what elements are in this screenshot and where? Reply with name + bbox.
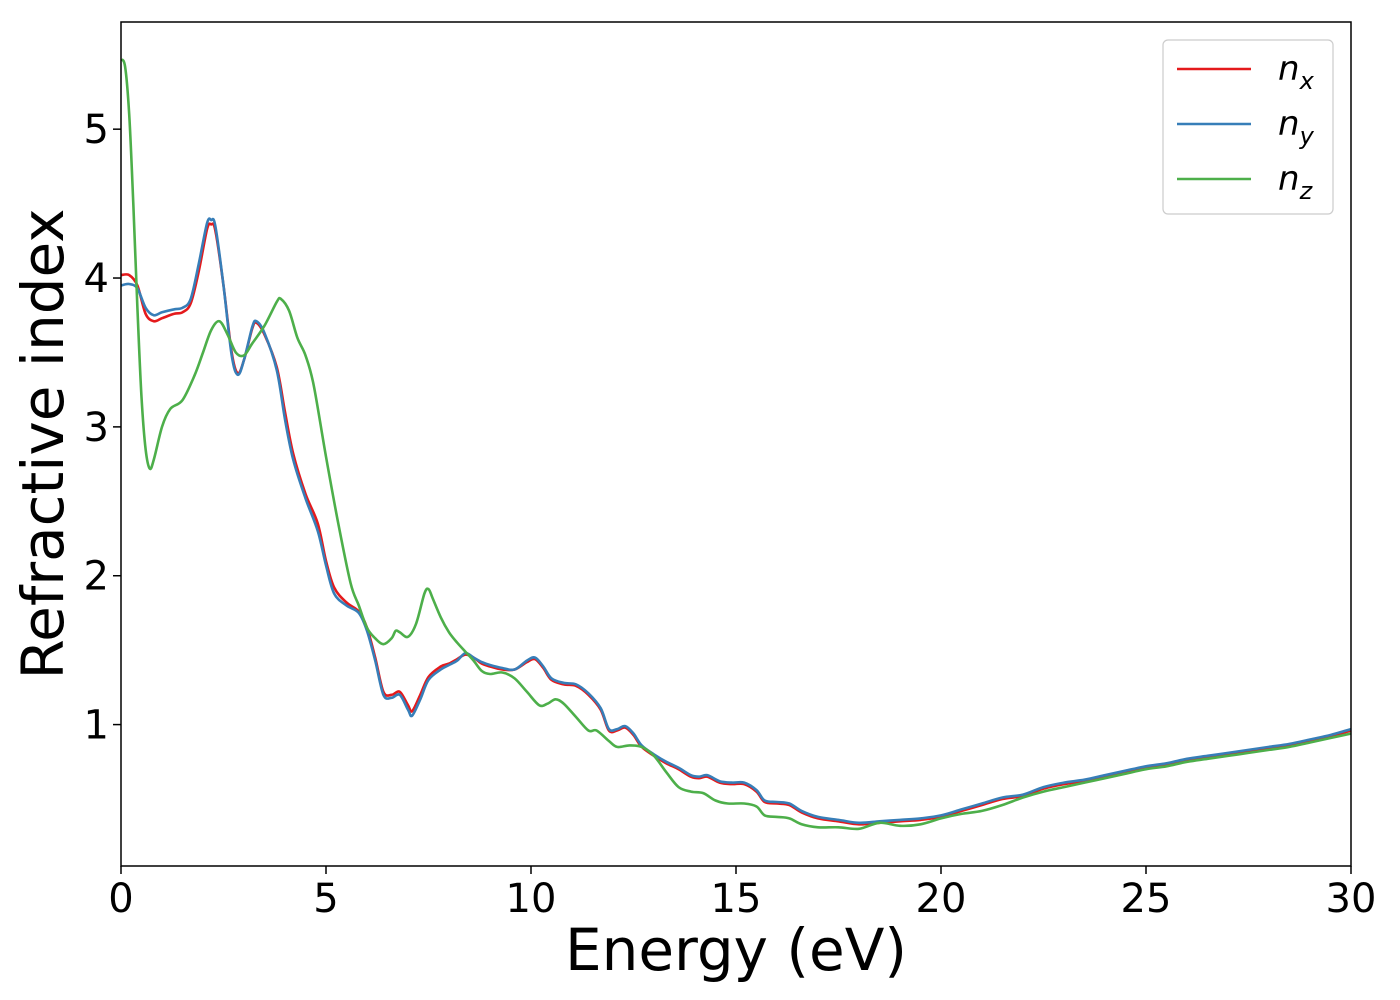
legend-label-subscript: x bbox=[1299, 67, 1315, 95]
y-tick-label: 2 bbox=[84, 554, 109, 600]
x-tick-label: 20 bbox=[916, 876, 967, 922]
legend-label-subscript: y bbox=[1299, 122, 1315, 150]
x-tick-label: 10 bbox=[506, 876, 557, 922]
series-line-z bbox=[121, 58, 1351, 831]
legend-label-base: n bbox=[1278, 49, 1300, 89]
x-axis-label: Energy (eV) bbox=[565, 916, 907, 984]
y-tick-label: 4 bbox=[84, 256, 109, 302]
y-tick-label: 1 bbox=[84, 703, 109, 749]
x-axis-ticks: 0 5 10 15 20 25 30 bbox=[108, 866, 1376, 922]
y-axis-label: Refractive index bbox=[9, 208, 77, 679]
legend-label-x: nx bbox=[1278, 49, 1315, 95]
x-tick-label: 0 bbox=[108, 876, 133, 922]
legend-label-z: nz bbox=[1278, 159, 1314, 205]
legend-box bbox=[1162, 39, 1334, 215]
legend-label-base: n bbox=[1278, 104, 1300, 144]
x-tick-label: 25 bbox=[1121, 876, 1172, 922]
x-tick-label: 5 bbox=[313, 876, 338, 922]
x-tick-label: 15 bbox=[711, 876, 762, 922]
x-tick-label: 30 bbox=[1326, 876, 1377, 922]
legend-label-subscript: z bbox=[1299, 177, 1314, 205]
legend-label-base: n bbox=[1278, 159, 1300, 199]
y-tick-label: 5 bbox=[84, 107, 109, 153]
series-layer bbox=[121, 58, 1351, 831]
legend-label-y: ny bbox=[1278, 104, 1315, 150]
series-line-y bbox=[121, 217, 1351, 825]
series-line-x bbox=[121, 222, 1351, 826]
y-tick-label: 3 bbox=[84, 405, 109, 451]
y-axis-ticks: 1 2 3 4 5 bbox=[84, 107, 121, 749]
